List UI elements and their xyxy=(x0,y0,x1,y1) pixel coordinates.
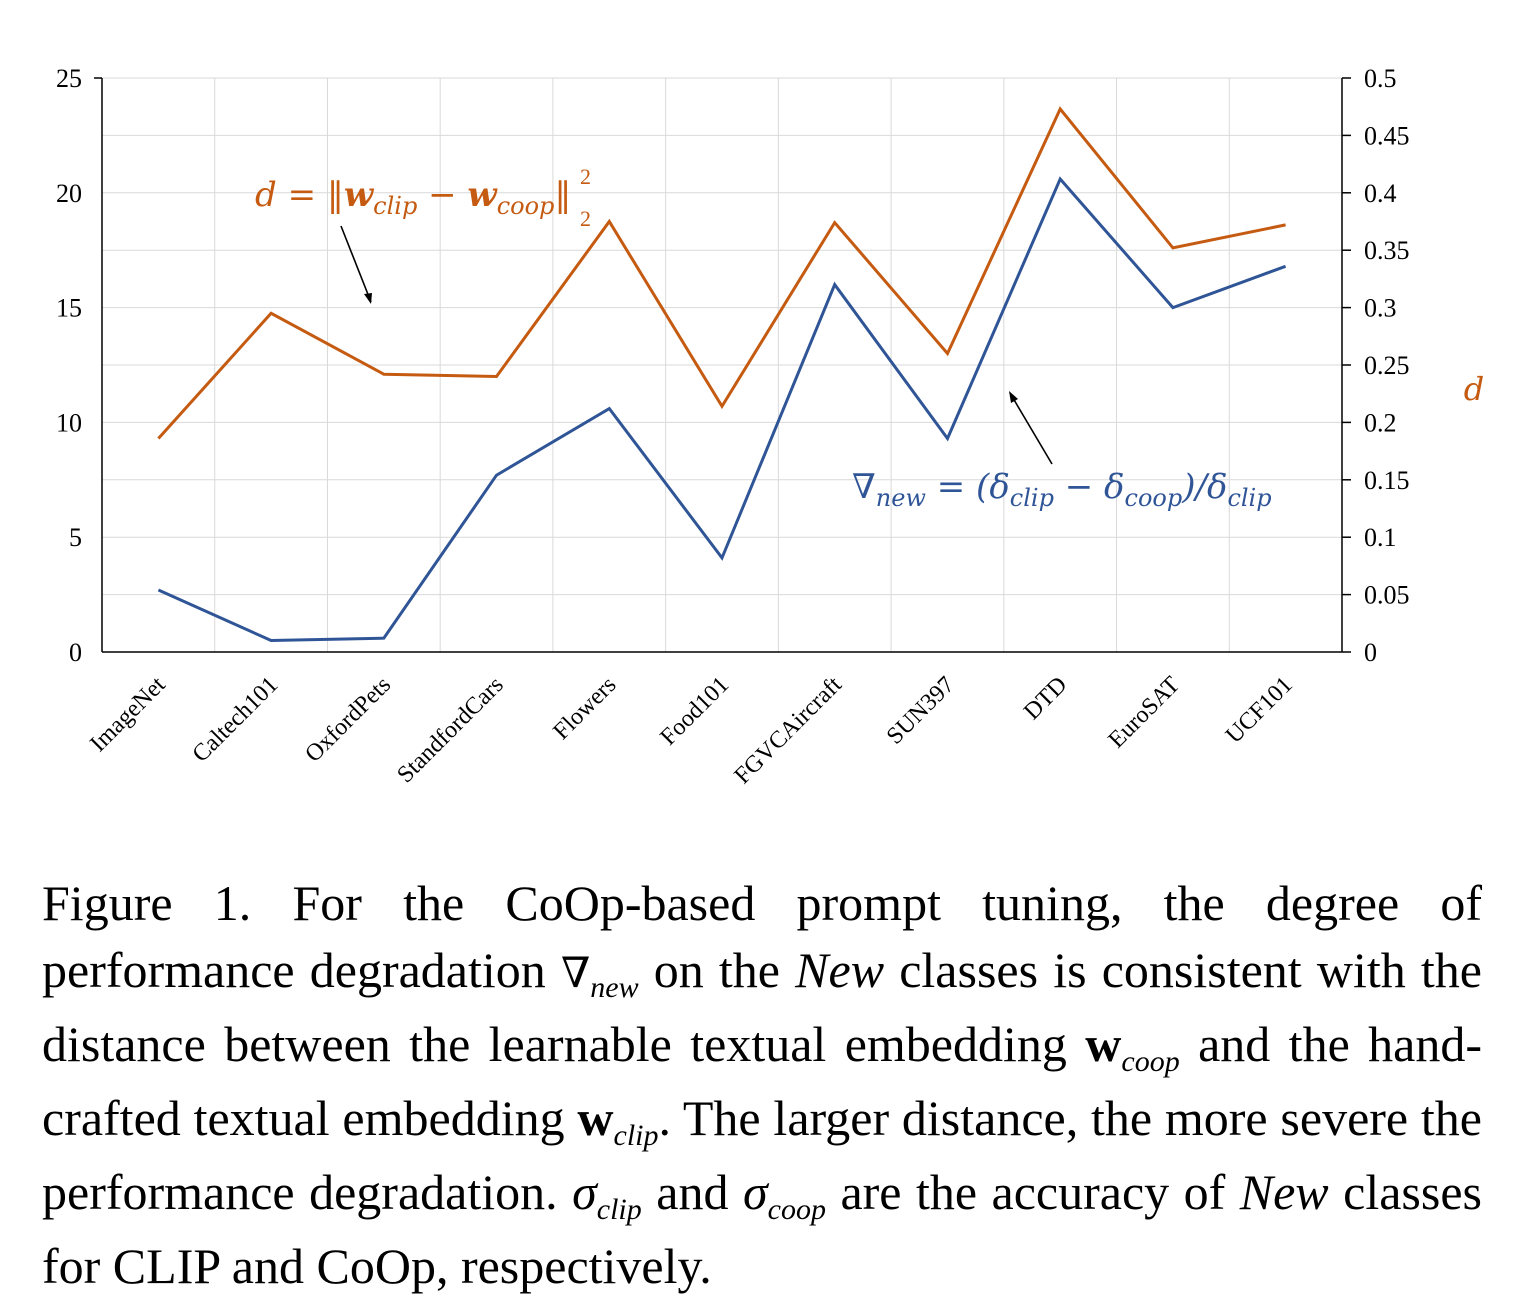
svg-text:2: 2 xyxy=(580,164,591,189)
d-annotation-arrow xyxy=(341,226,371,302)
right-tick-label: 0.45 xyxy=(1364,121,1410,150)
right-tick-label: 0.2 xyxy=(1364,408,1397,437)
left-tick-label: 5 xyxy=(69,523,82,552)
left-tick-label: 0 xyxy=(69,638,82,667)
d-annotation-arrowhead xyxy=(364,293,372,304)
right-tick-label: 0.3 xyxy=(1364,294,1397,323)
grid-lines xyxy=(102,78,1342,652)
left-tick-label: 15 xyxy=(56,294,82,323)
right-tick-label: 0.15 xyxy=(1364,466,1410,495)
category-label: ImageNet xyxy=(85,672,171,758)
right-tick-label: 0.35 xyxy=(1364,236,1410,265)
category-label: EuroSAT xyxy=(1104,672,1186,754)
d-formula-annotation: d = ‖wclip − wcoop‖ 2 2 xyxy=(255,164,591,231)
category-label: Flowers xyxy=(548,672,621,745)
right-axis-ticks: 0 0.05 0.1 0.15 0.2 0.25 0.3 0.35 0.4 0.45 0.5 xyxy=(1342,64,1410,667)
left-tick-label: 20 xyxy=(56,179,82,208)
left-axis-ticks: 0 5 10 15 20 25 xyxy=(56,64,82,667)
nabla-annotation-arrow xyxy=(1010,393,1052,464)
svg-text:d = ‖wclip − wcoop‖: d = ‖wclip − wcoop‖ xyxy=(255,175,571,220)
category-label: SUN397 xyxy=(882,672,960,750)
right-tick-label: 0.05 xyxy=(1364,581,1410,610)
category-label: FGVCAircraft xyxy=(730,672,848,790)
right-tick-label: 0.4 xyxy=(1364,179,1397,208)
figure-caption: Figure 1. For the CoOp-based prompt tuni… xyxy=(42,870,1482,1300)
line-chart: 0 5 10 15 20 25 0 0.05 0.1 0.15 0.2 0.25 0.3 0.35 0.4… xyxy=(0,0,1515,860)
category-label: Food101 xyxy=(655,672,734,751)
left-tick-label: 10 xyxy=(56,408,82,437)
category-label: OxfordPets xyxy=(300,672,396,768)
nabla-annotation-arrowhead xyxy=(1009,391,1018,403)
svg-text:∇new = (δclip − δcoop)/δclip: ∇new = (δclip − δcoop)/δclip xyxy=(852,467,1272,512)
right-axis-label: d xyxy=(1464,370,1484,408)
right-tick-label: 0.1 xyxy=(1364,523,1397,552)
svg-text:2: 2 xyxy=(580,206,591,231)
category-label: DTD xyxy=(1019,672,1072,725)
nabla-formula-annotation: ∇new = (δclip − δcoop)/δclip xyxy=(852,467,1272,512)
left-tick-label: 25 xyxy=(56,64,82,93)
right-tick-label: 0.5 xyxy=(1364,64,1397,93)
right-tick-label: 0 xyxy=(1364,638,1377,667)
category-label: StandfordCars xyxy=(392,672,508,788)
category-label: UCF101 xyxy=(1221,672,1298,749)
category-label: Caltech101 xyxy=(188,672,284,768)
right-tick-label: 0.25 xyxy=(1364,351,1410,380)
